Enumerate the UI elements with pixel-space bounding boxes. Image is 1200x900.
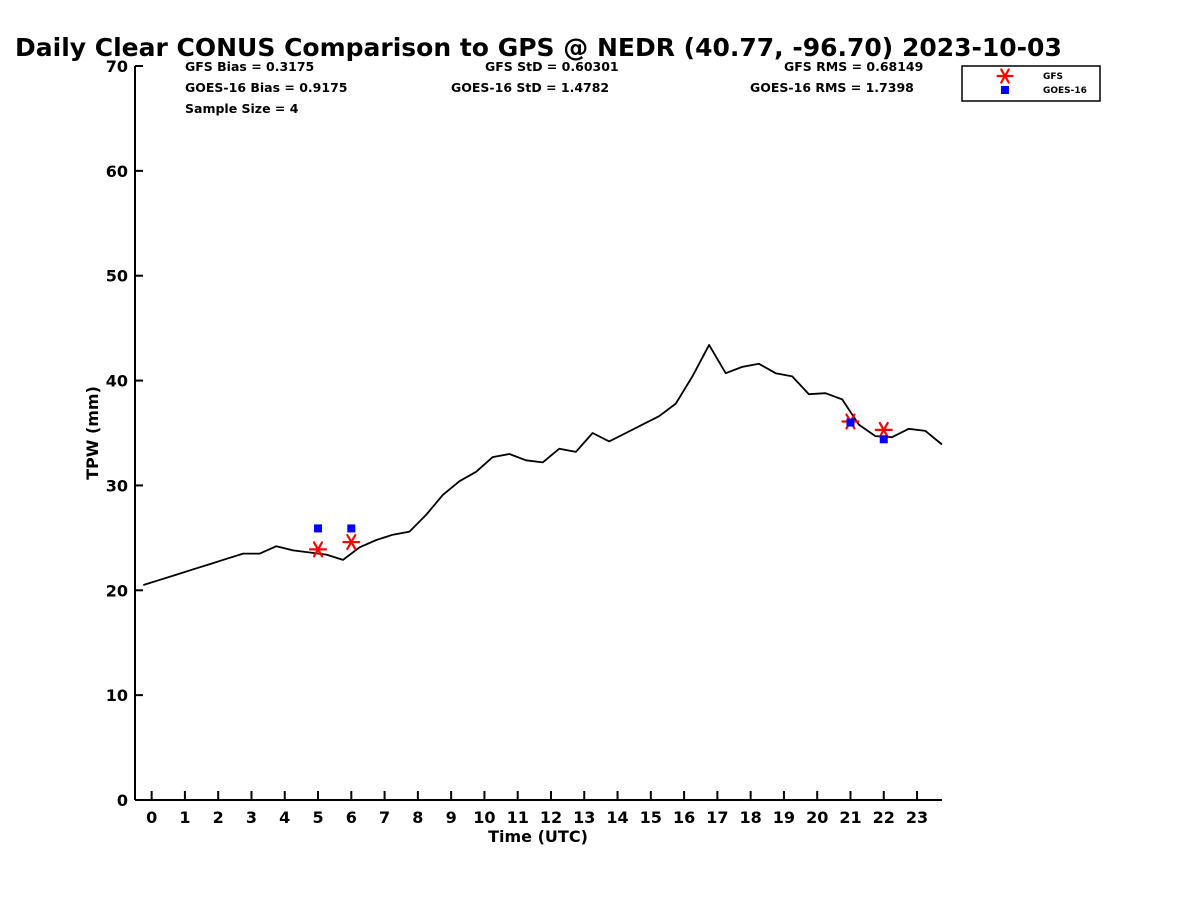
legend-goes-marker-shape: [1001, 86, 1009, 94]
asterisk-stroke: [1000, 68, 1010, 84]
asterisk-stroke: [346, 534, 357, 551]
asterisk-stroke: [878, 421, 889, 438]
y-tick-label: 60: [106, 162, 128, 181]
stat-sample-size: Sample Size = 4: [185, 101, 299, 116]
x-tick-label: 8: [412, 808, 423, 827]
stat-goes-rms: GOES-16 RMS = 1.7398: [750, 80, 914, 95]
stat-goes-bias: GOES-16 Bias = 0.9175: [185, 80, 347, 95]
stat-gfs-rms: GFS RMS = 0.68149: [784, 59, 923, 74]
x-tick-label: 2: [213, 808, 224, 827]
x-axis-label: Time (UTC): [488, 827, 588, 846]
legend-goes-square-icon: [1001, 86, 1009, 94]
legend: GFS GOES-16: [961, 65, 1101, 102]
x-tick-label: 19: [773, 808, 795, 827]
goes16-point: [879, 435, 888, 444]
x-tick-label: 22: [873, 808, 895, 827]
x-tick-label: 16: [673, 808, 695, 827]
axes: [134, 66, 942, 801]
x-tick-label: 10: [473, 808, 495, 827]
stat-goes-std: GOES-16 StD = 1.4782: [451, 80, 609, 95]
x-tick-label: 18: [740, 808, 762, 827]
legend-gfs-label: GFS: [1043, 72, 1063, 82]
x-tick-label: 13: [573, 808, 595, 827]
x-tick-label: 5: [312, 808, 323, 827]
legend-goes-label: GOES-16: [1043, 86, 1087, 96]
x-tick-label: 3: [246, 808, 257, 827]
x-tick-label: 12: [540, 808, 562, 827]
y-tick-label: 40: [106, 372, 128, 391]
x-tick-label: 6: [346, 808, 357, 827]
stat-gfs-std: GFS StD = 0.60301: [485, 59, 619, 74]
y-axis-label: TPW (mm): [83, 386, 102, 480]
gfs-point: [308, 541, 328, 558]
y-tick-label: 50: [106, 267, 128, 286]
legend-box: [961, 65, 1101, 102]
gps-tpw-line: [143, 343, 943, 586]
x-tick-label: 7: [379, 808, 390, 827]
chart-title: Daily Clear CONUS Comparison to GPS @ NE…: [15, 33, 1062, 62]
y-tick-label: 70: [106, 57, 128, 76]
goes16-point: [314, 524, 323, 533]
gfs-point: [342, 534, 361, 551]
x-tick-label: 14: [606, 808, 628, 827]
y-tick-label: 20: [106, 581, 128, 600]
x-tick-label: 20: [806, 808, 828, 827]
stat-gfs-bias: GFS Bias = 0.3175: [185, 59, 314, 74]
gfs-point: [874, 421, 893, 438]
x-tick-label: 17: [706, 808, 728, 827]
x-tick-label: 1: [179, 808, 190, 827]
x-tick-label: 23: [906, 808, 928, 827]
x-tick-label: 0: [146, 808, 157, 827]
plot-area: [143, 343, 943, 586]
y-ticks: 0 10 20 30 40 50 60 70: [106, 57, 143, 810]
x-ticks: 0 1 2 3 4 5 6 7 8 9 10 11 12 13 14 15 16 17 18 19 20 21 22 23: [146, 791, 928, 827]
legend-gfs-marker-shape: [996, 68, 1014, 84]
legend-gfs-asterisk-icon: [996, 68, 1014, 84]
x-tick-label: 9: [446, 808, 457, 827]
y-tick-label: 0: [117, 791, 128, 810]
x-tick-label: 21: [839, 808, 861, 827]
goes16-point: [347, 524, 356, 533]
x-tick-label: 15: [640, 808, 662, 827]
y-tick-label: 30: [106, 476, 128, 495]
y-tick-label: 10: [106, 686, 128, 705]
x-tick-label: 11: [507, 808, 529, 827]
goes16-point: [846, 418, 855, 427]
x-tick-label: 4: [279, 808, 290, 827]
asterisk-stroke: [312, 541, 324, 558]
